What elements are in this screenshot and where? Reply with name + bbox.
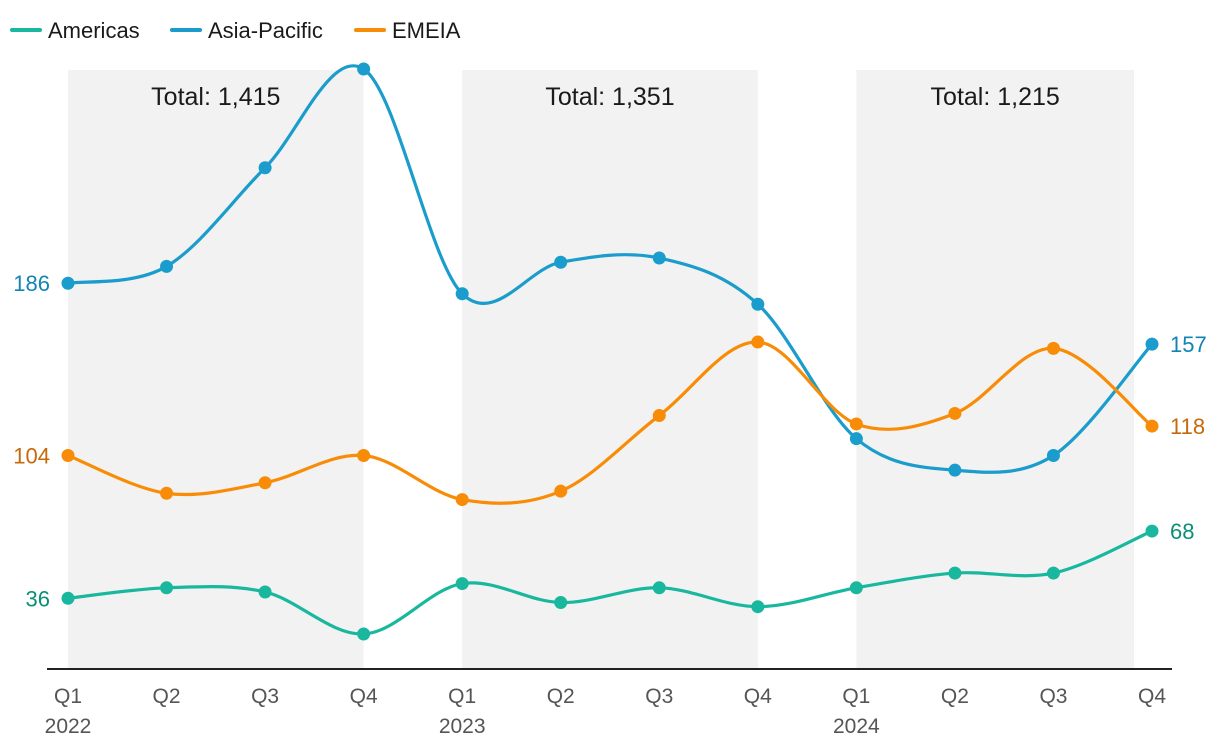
- data-point-americas: [751, 600, 765, 614]
- data-point-americas: [849, 581, 863, 595]
- x-year-label: 2023: [439, 715, 486, 738]
- x-tick-label: Q3: [251, 685, 279, 708]
- data-point-asia-pacific: [61, 276, 75, 290]
- data-point-americas: [160, 581, 174, 595]
- x-tick-label: Q2: [153, 685, 181, 708]
- x-tick-label: Q2: [941, 685, 969, 708]
- x-tick-labels: Q1 Q2 Q3 Q4 Q1 Q2 Q3 Q4 Q1 Q2 Q3 Q4 2022 2023 2024: [45, 685, 1167, 738]
- end-value-label-emeia: 118: [1170, 414, 1205, 439]
- x-tick-label: Q4: [1138, 685, 1166, 708]
- value-labels: 36 68 186 157 104 118: [13, 271, 1206, 611]
- x-tick-label: Q4: [350, 685, 378, 708]
- data-point-americas: [61, 591, 75, 605]
- data-point-asia-pacific: [1145, 337, 1159, 351]
- data-point-emeia: [455, 493, 469, 507]
- data-point-americas: [1145, 524, 1159, 538]
- year-band: [462, 70, 758, 669]
- data-point-americas: [554, 595, 568, 609]
- x-tick-label: Q2: [547, 685, 575, 708]
- start-value-label-asia-pacific: 186: [13, 271, 50, 296]
- legend-label-emeia: EMEIA: [392, 18, 461, 43]
- legend-label-americas: Americas: [48, 18, 140, 43]
- data-point-asia-pacific: [751, 297, 765, 311]
- data-point-asia-pacific: [160, 259, 174, 273]
- data-point-asia-pacific: [948, 463, 962, 477]
- x-tick-label: Q1: [842, 685, 870, 708]
- year-total-label: Total: 1,415: [151, 83, 280, 111]
- data-point-americas: [258, 585, 272, 599]
- data-point-americas: [1046, 566, 1060, 580]
- x-tick-label: Q4: [744, 685, 772, 708]
- end-value-label-americas: 68: [1170, 519, 1194, 544]
- data-point-americas: [357, 627, 371, 641]
- x-tick-label: Q3: [1039, 685, 1067, 708]
- data-point-emeia: [160, 486, 174, 500]
- data-point-americas: [948, 566, 962, 580]
- data-point-asia-pacific: [652, 251, 666, 265]
- data-point-asia-pacific: [258, 161, 272, 175]
- x-year-label: 2024: [833, 715, 880, 738]
- data-point-asia-pacific: [554, 255, 568, 269]
- series-points: [61, 62, 1159, 641]
- data-point-asia-pacific: [455, 287, 469, 301]
- end-value-label-asia-pacific: 157: [1170, 332, 1207, 357]
- data-point-americas: [455, 577, 469, 591]
- year-total-label: Total: 1,215: [931, 83, 1060, 111]
- data-point-asia-pacific: [1046, 448, 1060, 462]
- x-tick-label: Q3: [645, 685, 673, 708]
- year-band: [68, 70, 364, 669]
- data-point-emeia: [652, 409, 666, 423]
- legend-label-asia-pacific: Asia-Pacific: [208, 18, 323, 43]
- year-total-label: Total: 1,351: [545, 83, 674, 111]
- data-point-emeia: [1046, 341, 1060, 355]
- x-tick-label: Q1: [54, 685, 82, 708]
- x-year-label: 2022: [45, 715, 92, 738]
- data-point-emeia: [357, 448, 371, 462]
- data-point-americas: [652, 581, 666, 595]
- data-point-asia-pacific: [357, 62, 371, 76]
- start-value-label-emeia: 104: [13, 443, 50, 468]
- data-point-emeia: [61, 448, 75, 462]
- data-point-emeia: [554, 484, 568, 498]
- data-point-emeia: [1145, 419, 1159, 433]
- data-point-emeia: [258, 476, 272, 490]
- start-value-label-americas: 36: [26, 586, 50, 611]
- legend: Americas Asia-Pacific EMEIA: [10, 18, 461, 43]
- data-point-emeia: [751, 335, 765, 349]
- data-point-emeia: [948, 406, 962, 420]
- data-point-emeia: [849, 417, 863, 431]
- year-band: [856, 70, 1134, 669]
- x-tick-label: Q1: [448, 685, 476, 708]
- data-point-asia-pacific: [849, 432, 863, 446]
- year-bands: Total: 1,415 Total: 1,351 Total: 1,215: [68, 70, 1134, 669]
